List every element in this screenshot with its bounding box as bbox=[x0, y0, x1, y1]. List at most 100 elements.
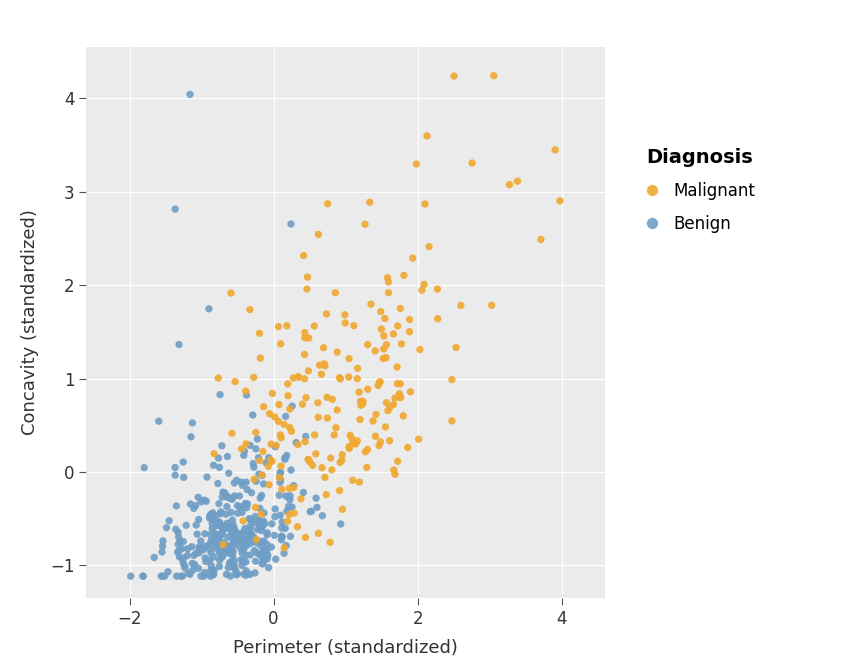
Point bbox=[292, 372, 306, 382]
Point bbox=[213, 509, 227, 519]
Point bbox=[345, 433, 359, 444]
Point bbox=[253, 515, 267, 526]
Point bbox=[346, 475, 359, 486]
Point bbox=[239, 438, 253, 449]
Point bbox=[235, 444, 249, 454]
Point bbox=[338, 318, 352, 329]
Point bbox=[227, 558, 241, 569]
Point bbox=[265, 388, 279, 398]
Point bbox=[289, 437, 303, 448]
Point bbox=[272, 399, 286, 410]
Point bbox=[250, 547, 264, 558]
Point bbox=[299, 431, 313, 442]
Point bbox=[225, 428, 238, 439]
Point bbox=[209, 511, 223, 521]
Point bbox=[430, 284, 444, 294]
Point bbox=[320, 489, 334, 500]
Point bbox=[236, 515, 250, 526]
Point bbox=[225, 494, 238, 505]
Point bbox=[233, 502, 247, 513]
Point bbox=[283, 495, 296, 505]
Point bbox=[215, 551, 229, 562]
Point bbox=[280, 450, 294, 461]
Point bbox=[387, 465, 401, 476]
Point bbox=[372, 377, 386, 388]
Point bbox=[219, 509, 232, 519]
Point bbox=[192, 514, 206, 525]
Point bbox=[279, 411, 293, 422]
Point bbox=[169, 524, 183, 535]
Point bbox=[310, 502, 324, 513]
Point bbox=[353, 387, 366, 398]
Point bbox=[274, 461, 288, 472]
Point bbox=[260, 528, 274, 538]
Point bbox=[302, 454, 315, 465]
Point bbox=[318, 360, 332, 371]
Point bbox=[244, 523, 257, 534]
Point bbox=[196, 544, 210, 555]
Point bbox=[251, 433, 264, 444]
Point bbox=[283, 422, 296, 433]
Point bbox=[238, 534, 251, 545]
Point bbox=[254, 517, 268, 528]
Point bbox=[238, 446, 251, 456]
Point bbox=[220, 501, 234, 512]
Point bbox=[175, 544, 189, 554]
Point bbox=[342, 372, 356, 382]
Point bbox=[237, 544, 251, 555]
Point bbox=[278, 523, 292, 534]
Point bbox=[256, 446, 270, 457]
Point bbox=[137, 571, 150, 581]
Point bbox=[417, 279, 431, 290]
Point bbox=[208, 542, 222, 553]
Point bbox=[264, 455, 277, 466]
Point bbox=[255, 525, 269, 536]
Point bbox=[183, 569, 197, 580]
Point bbox=[228, 376, 242, 387]
Point bbox=[229, 531, 243, 542]
Point bbox=[321, 392, 334, 403]
Point bbox=[257, 553, 270, 564]
Point bbox=[273, 510, 287, 521]
Point bbox=[222, 522, 236, 533]
Point bbox=[247, 372, 261, 383]
Point bbox=[268, 530, 282, 541]
Point bbox=[228, 562, 242, 573]
Point bbox=[334, 374, 347, 384]
Point bbox=[230, 569, 244, 580]
Point bbox=[244, 527, 257, 538]
Point bbox=[297, 374, 311, 384]
Point bbox=[209, 538, 223, 549]
Point bbox=[315, 462, 329, 473]
Point bbox=[334, 457, 347, 468]
Point bbox=[321, 413, 334, 423]
Point bbox=[280, 321, 294, 331]
Point bbox=[206, 528, 220, 538]
Point bbox=[178, 562, 192, 573]
Point bbox=[235, 534, 249, 544]
Point bbox=[206, 514, 219, 525]
Point bbox=[230, 475, 244, 486]
Point bbox=[234, 554, 248, 565]
Point bbox=[245, 536, 259, 546]
Point bbox=[257, 545, 271, 556]
Point bbox=[202, 543, 216, 554]
Point bbox=[343, 430, 357, 441]
Point bbox=[302, 366, 315, 376]
Point bbox=[171, 547, 185, 558]
Point bbox=[315, 510, 329, 521]
Point bbox=[386, 399, 400, 410]
Point bbox=[247, 474, 261, 485]
Point bbox=[260, 554, 274, 564]
Point bbox=[208, 532, 222, 543]
Point bbox=[383, 435, 397, 446]
Point bbox=[211, 478, 225, 489]
Point bbox=[197, 571, 211, 581]
Point bbox=[248, 568, 262, 579]
Point bbox=[213, 532, 227, 542]
Point bbox=[207, 565, 221, 576]
Point bbox=[248, 511, 262, 522]
Point bbox=[211, 516, 225, 527]
Point bbox=[413, 344, 427, 355]
Point bbox=[158, 571, 172, 581]
